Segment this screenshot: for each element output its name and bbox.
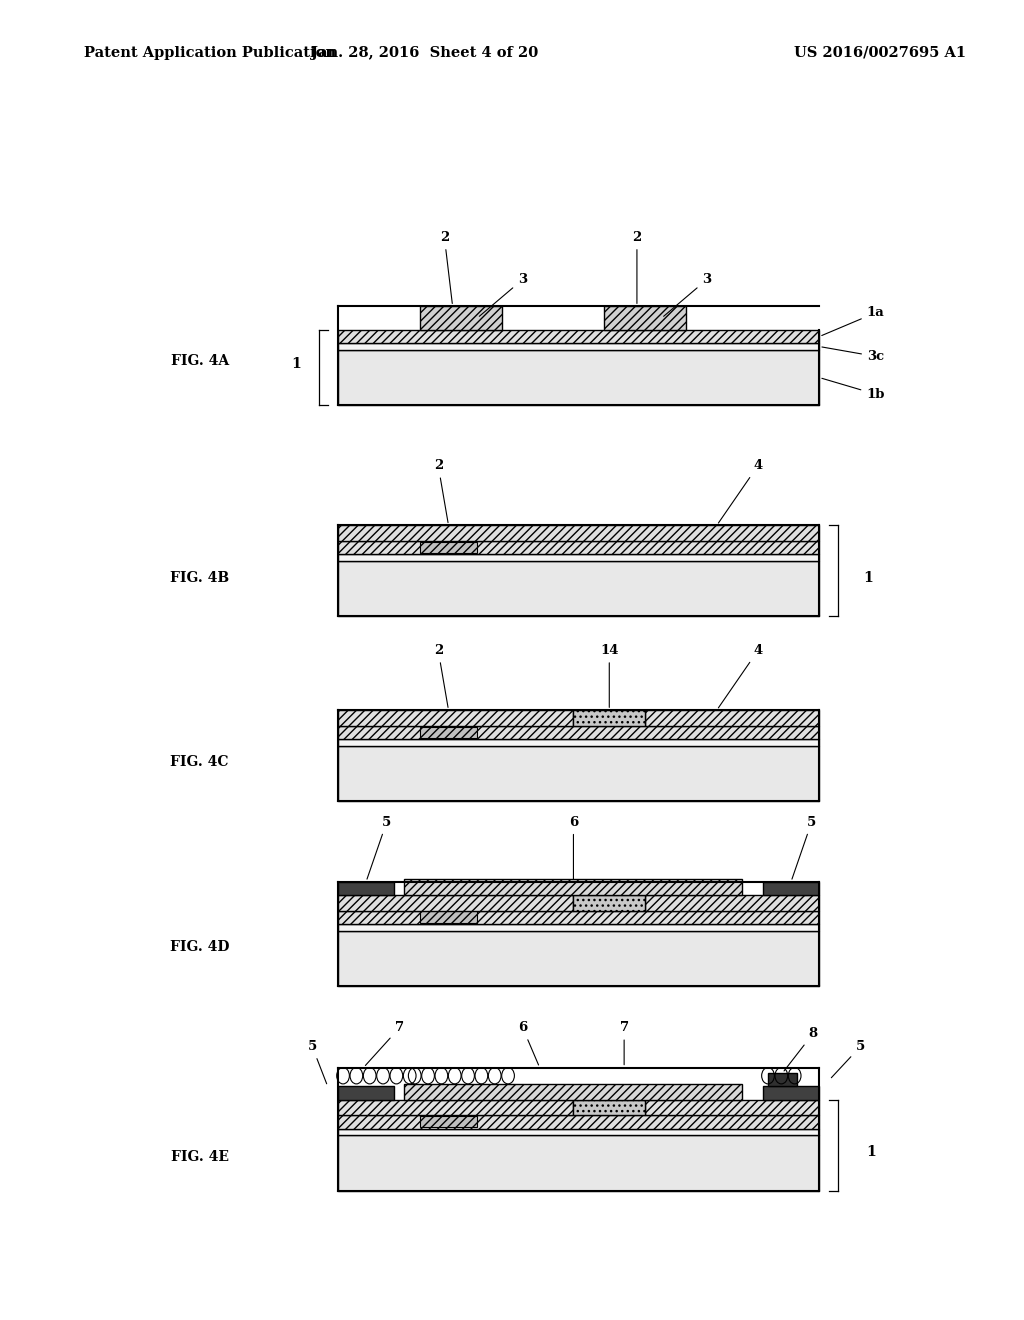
Bar <box>763 882 819 895</box>
Text: 8: 8 <box>784 1027 817 1071</box>
Bar <box>573 710 645 726</box>
Text: Patent Application Publication: Patent Application Publication <box>84 46 336 59</box>
Bar <box>338 1115 819 1129</box>
Text: FIG. 4C: FIG. 4C <box>170 755 229 770</box>
Bar <box>338 330 819 343</box>
Text: 2: 2 <box>433 459 449 523</box>
Bar <box>404 1084 742 1100</box>
Bar <box>420 306 502 330</box>
Text: 14: 14 <box>600 644 618 708</box>
Text: 4: 4 <box>719 644 763 708</box>
Text: FIG. 4A: FIG. 4A <box>171 354 228 368</box>
Bar <box>338 554 819 561</box>
Text: FIG. 4E: FIG. 4E <box>171 1150 228 1164</box>
Bar <box>338 343 819 350</box>
Text: 5: 5 <box>831 1040 865 1077</box>
Bar <box>338 541 819 554</box>
Text: 3: 3 <box>664 273 711 317</box>
Text: 6: 6 <box>518 1022 539 1065</box>
Text: 5: 5 <box>367 816 391 879</box>
Text: Jan. 28, 2016  Sheet 4 of 20: Jan. 28, 2016 Sheet 4 of 20 <box>311 46 539 59</box>
Text: 2: 2 <box>439 231 453 304</box>
Text: 2: 2 <box>433 644 449 708</box>
Bar <box>338 924 819 931</box>
Bar <box>604 306 686 330</box>
Text: 7: 7 <box>620 1022 629 1065</box>
Bar <box>338 1100 573 1115</box>
Bar <box>420 911 477 923</box>
Bar <box>573 895 645 911</box>
Text: 1: 1 <box>863 570 873 585</box>
Bar <box>338 525 819 541</box>
Bar <box>338 739 819 746</box>
Bar <box>645 895 819 911</box>
Text: 3: 3 <box>479 273 526 317</box>
Bar <box>763 1086 819 1100</box>
Bar <box>420 543 477 553</box>
Bar <box>338 882 394 895</box>
Bar <box>338 350 819 405</box>
Text: FIG. 4B: FIG. 4B <box>170 570 229 585</box>
Text: 6: 6 <box>568 816 579 879</box>
Text: FIG. 4D: FIG. 4D <box>170 940 229 954</box>
Bar <box>645 1100 819 1115</box>
Bar <box>573 1100 645 1115</box>
Bar <box>404 879 742 895</box>
Text: 1b: 1b <box>822 379 885 401</box>
Text: US 2016/0027695 A1: US 2016/0027695 A1 <box>794 46 966 59</box>
Bar <box>338 911 819 924</box>
Bar <box>420 726 477 738</box>
Bar <box>338 931 819 986</box>
Bar <box>768 1073 797 1086</box>
Bar <box>645 710 819 726</box>
Text: 1: 1 <box>866 1144 877 1159</box>
Text: 1a: 1a <box>821 306 885 335</box>
Text: 5: 5 <box>792 816 816 879</box>
Text: 7: 7 <box>366 1022 403 1065</box>
Bar <box>420 1115 477 1127</box>
Bar <box>338 1135 819 1191</box>
Bar <box>338 561 819 616</box>
Bar <box>338 895 573 911</box>
Bar <box>338 1129 819 1135</box>
Bar <box>338 746 819 801</box>
Bar <box>338 1086 394 1100</box>
Text: 4: 4 <box>719 459 763 523</box>
Bar <box>338 710 573 726</box>
Text: 2: 2 <box>632 231 642 304</box>
Text: 5: 5 <box>307 1040 327 1084</box>
Text: 3c: 3c <box>822 347 884 363</box>
Text: 1: 1 <box>291 356 301 371</box>
Bar <box>338 726 819 739</box>
